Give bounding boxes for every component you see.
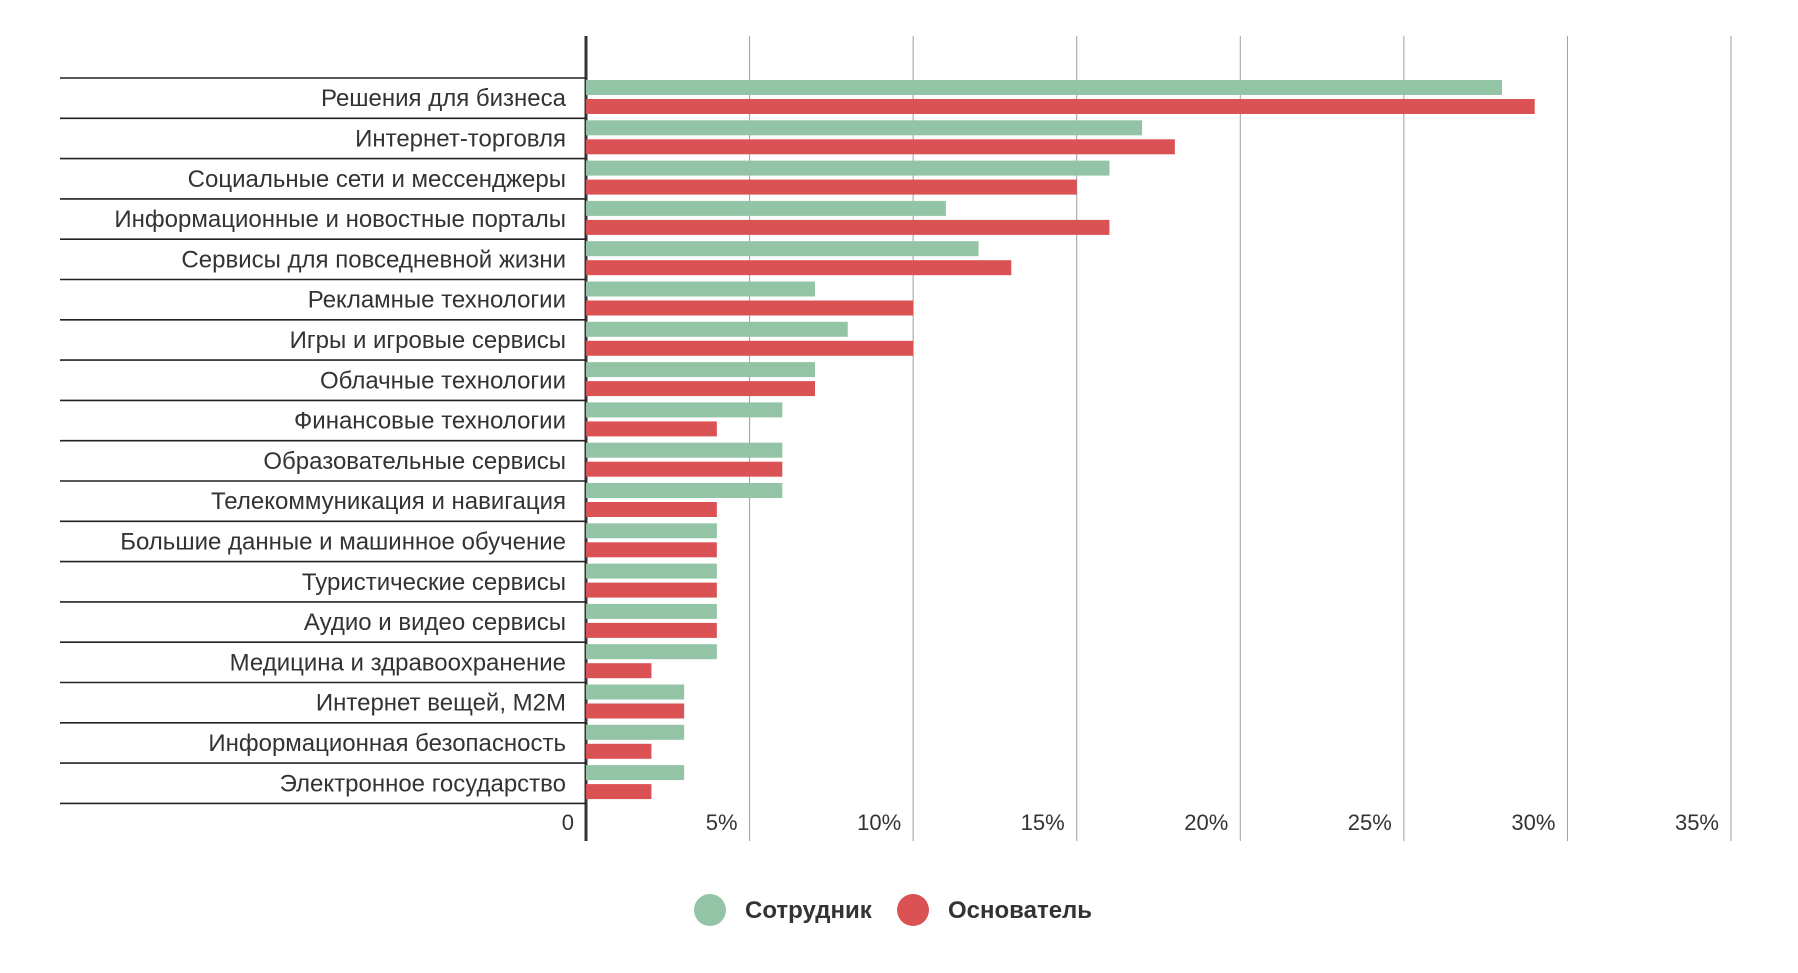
bar-founder-12 xyxy=(586,582,717,598)
legend-item-employee[interactable]: Сотрудник xyxy=(694,894,873,926)
category-label: Рекламные технологии xyxy=(308,287,566,314)
legend-label: Сотрудник xyxy=(745,897,873,924)
bar-employee-0 xyxy=(586,80,1502,95)
bar-employee-1 xyxy=(586,120,1143,136)
bar-employee-13 xyxy=(586,603,717,619)
bar-employee-3 xyxy=(586,200,946,216)
bar-employee-16 xyxy=(586,724,685,740)
bar-founder-1 xyxy=(586,139,1175,155)
x-tick-label: 20% xyxy=(1184,810,1228,835)
category-label: Игры и игровые сервисы xyxy=(290,327,566,354)
bar-founder-15 xyxy=(586,703,685,719)
category-label: Решения для бизнеса xyxy=(321,85,567,112)
category-label: Телекоммуникация и навигация xyxy=(211,488,566,515)
legend-swatch xyxy=(897,894,929,926)
category-label: Сервисы для повседневной жизни xyxy=(181,246,566,273)
legend-label: Основатель xyxy=(948,897,1092,924)
category-label: Финансовые технологии xyxy=(294,408,566,435)
bar-employee-17 xyxy=(586,765,685,781)
bar-employee-8 xyxy=(586,402,783,418)
bar-founder-8 xyxy=(586,421,717,437)
category-label: Интернет-торговля xyxy=(355,125,566,152)
row-separators xyxy=(60,77,586,805)
bar-founder-14 xyxy=(586,663,652,679)
category-label: Информационные и новостные порталы xyxy=(114,206,566,233)
bar-employee-10 xyxy=(586,483,783,498)
bar-employee-12 xyxy=(586,563,717,579)
bar-founder-5 xyxy=(586,300,914,316)
category-label: Образовательные сервисы xyxy=(263,448,566,475)
bar-employee-15 xyxy=(586,684,685,700)
bar-founder-2 xyxy=(586,179,1077,195)
category-label: Интернет вещей, M2M xyxy=(316,690,566,717)
legend-item-founder[interactable]: Основатель xyxy=(897,894,1092,926)
bar-founder-0 xyxy=(586,99,1535,114)
x-axis-ticks: 0 5% 10% 15% 20% 25% 30% 35% xyxy=(562,810,1719,835)
grid-layer xyxy=(584,36,1732,841)
bar-employee-5 xyxy=(586,281,815,297)
x-tick-label: 0 xyxy=(562,810,574,835)
category-label: Информационная безопасность xyxy=(208,730,566,757)
bar-founder-3 xyxy=(586,219,1110,235)
category-label: Туристические сервисы xyxy=(302,569,566,596)
x-tick-label: 5% xyxy=(706,810,738,835)
bar-founder-13 xyxy=(586,622,717,638)
bar-founder-10 xyxy=(586,502,717,517)
bar-employee-11 xyxy=(586,523,717,539)
x-tick-label: 15% xyxy=(1021,810,1065,835)
bar-employee-6 xyxy=(586,321,848,337)
bar-founder-17 xyxy=(586,784,652,800)
bar-employee-7 xyxy=(586,362,815,378)
category-label: Социальные сети и мессенджеры xyxy=(188,166,566,193)
bar-founder-4 xyxy=(586,260,1012,276)
category-label: Медицина и здравоохранение xyxy=(230,649,566,676)
category-labels: Решения для бизнеса Интернет-торговля Соци… xyxy=(114,85,566,797)
bar-founder-6 xyxy=(586,340,914,356)
legend-swatch xyxy=(694,894,726,926)
bar-founder-9 xyxy=(586,461,783,477)
bar-employee-9 xyxy=(586,442,783,458)
bar-founder-11 xyxy=(586,542,717,558)
x-tick-label: 30% xyxy=(1511,810,1555,835)
bar-founder-7 xyxy=(586,381,815,397)
category-label: Аудио и видео сервисы xyxy=(304,609,566,636)
x-tick-label: 25% xyxy=(1348,810,1392,835)
x-tick-label: 35% xyxy=(1675,810,1719,835)
legend: Сотрудник Основатель xyxy=(694,894,1092,926)
x-tick-label: 10% xyxy=(857,810,901,835)
bar-employee-2 xyxy=(586,160,1110,176)
bar-employee-14 xyxy=(586,644,717,660)
category-label: Облачные технологии xyxy=(320,367,566,394)
bar-founder-16 xyxy=(586,743,652,759)
category-label: Электронное государство xyxy=(280,770,566,797)
category-label: Большие данные и машинное обучение xyxy=(120,528,566,555)
bar-employee-4 xyxy=(586,241,979,257)
bars-layer xyxy=(586,80,1535,800)
